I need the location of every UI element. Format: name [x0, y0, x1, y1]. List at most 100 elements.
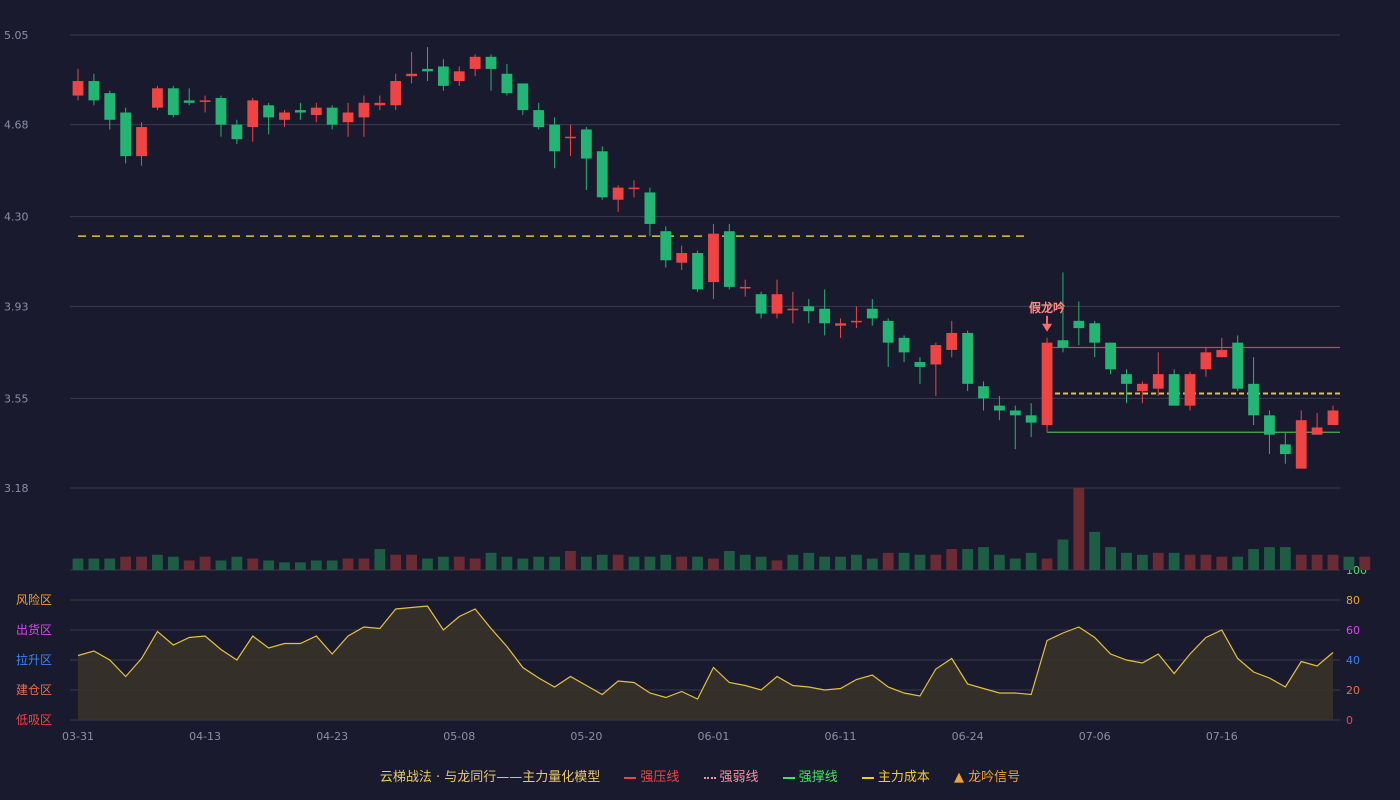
- x-tick-label: 05-08: [443, 730, 475, 743]
- candle-body: [247, 100, 259, 128]
- volume-bar: [708, 558, 719, 570]
- x-tick-label: 03-31: [62, 730, 94, 743]
- volume-bar: [1311, 554, 1323, 570]
- candle-body: [231, 124, 243, 140]
- candle-body: [1073, 320, 1085, 329]
- candle-body: [390, 81, 402, 106]
- candle-body: [993, 405, 1005, 411]
- price-tick-label: 3.55: [4, 392, 29, 405]
- volume-bar: [676, 556, 688, 570]
- candle-body: [771, 294, 783, 314]
- volume-bar: [1057, 539, 1069, 570]
- candle-body: [1248, 383, 1259, 416]
- candle-body: [485, 56, 497, 69]
- x-tick-label: 07-16: [1206, 730, 1238, 743]
- candle-body: [882, 320, 894, 343]
- volume-bar: [120, 556, 132, 570]
- candle-body: [946, 332, 958, 350]
- candle-body: [1200, 352, 1212, 370]
- zone-label: 低吸区: [16, 713, 52, 727]
- volume-bar: [517, 558, 529, 570]
- candle-body: [803, 306, 815, 312]
- candle-body: [374, 102, 386, 106]
- candle-body: [914, 362, 926, 367]
- candle-body: [279, 112, 290, 120]
- price-tick-label: 3.18: [4, 482, 29, 495]
- candle-body: [1232, 342, 1244, 389]
- candle-body: [1327, 410, 1339, 426]
- volume-bar: [326, 560, 338, 570]
- price-tick-label: 3.93: [4, 300, 29, 313]
- osc-tick-label: 40: [1346, 654, 1360, 667]
- volume-bar: [660, 554, 672, 570]
- candle-body: [851, 320, 862, 323]
- volume-bar: [215, 560, 227, 570]
- volume-bar: [199, 556, 211, 570]
- volume-bar: [469, 558, 481, 570]
- volume-bar: [1295, 554, 1307, 570]
- volume-bar: [1041, 558, 1053, 570]
- volume-bar: [437, 556, 449, 570]
- volume-bar: [819, 556, 831, 570]
- volume-bar: [1089, 531, 1101, 570]
- candle-body: [596, 151, 608, 198]
- volume-bar: [279, 562, 290, 570]
- candle-body: [199, 100, 211, 102]
- candle-body: [136, 127, 147, 157]
- volume-bar: [104, 558, 116, 570]
- legend-item-signal: ▲ 龙吟信号: [954, 770, 1021, 785]
- volume-bar: [739, 554, 751, 570]
- volume-bar: [501, 556, 513, 570]
- volume-bar: [787, 554, 799, 570]
- osc-tick-label: 60: [1346, 624, 1360, 637]
- candle-body: [978, 386, 989, 399]
- candle-body: [866, 308, 878, 319]
- volume-bar: [1279, 547, 1291, 570]
- volume-bar: [565, 550, 576, 570]
- volume-bar: [962, 549, 974, 570]
- volume-bar: [1152, 552, 1164, 570]
- candle-body: [342, 112, 354, 123]
- candle-body: [676, 253, 688, 263]
- candle-body: [723, 231, 735, 287]
- volume-bar: [453, 556, 465, 570]
- volume-bar: [723, 550, 735, 570]
- candle-body: [326, 107, 338, 125]
- oscillator-area: [78, 606, 1333, 720]
- volume-bar: [1200, 554, 1212, 570]
- candle-body: [787, 308, 799, 311]
- candle-body: [1168, 374, 1180, 406]
- osc-tick-label: 0: [1346, 714, 1353, 727]
- volume-bar: [612, 554, 624, 570]
- legend-item-pressure: 强压线: [624, 766, 679, 785]
- volume-bar: [406, 554, 418, 570]
- volume-bar: [930, 554, 942, 570]
- x-tick-label: 04-23: [316, 730, 348, 743]
- volume-bar: [1343, 556, 1355, 570]
- candle-body: [644, 192, 656, 224]
- candle-body: [930, 345, 942, 365]
- legend-title: 云梯战法 · 与龙同行——主力量化模型: [379, 770, 601, 785]
- candle-body: [1089, 323, 1101, 343]
- candle-body: [549, 124, 560, 152]
- candle-body: [183, 100, 195, 103]
- signal-arrow: [1042, 323, 1053, 332]
- candle-body: [1009, 410, 1021, 416]
- candle-body: [104, 93, 116, 120]
- candle-body: [469, 56, 481, 69]
- volume-bar: [263, 560, 275, 570]
- legend-item-strength: 强弱线: [703, 766, 759, 785]
- volume-bar: [771, 560, 783, 570]
- price-tick-label: 4.68: [4, 119, 29, 132]
- candle-body: [406, 73, 418, 77]
- x-tick-label: 07-06: [1079, 730, 1111, 743]
- volume-bar: [136, 556, 147, 570]
- candle-body: [835, 323, 846, 326]
- candle-body: [628, 187, 640, 190]
- volume-bar: [1359, 556, 1371, 570]
- osc-tick-label: 80: [1346, 594, 1360, 607]
- candle-body: [1264, 415, 1275, 435]
- candle-body: [1105, 342, 1116, 370]
- candle-body: [72, 81, 84, 96]
